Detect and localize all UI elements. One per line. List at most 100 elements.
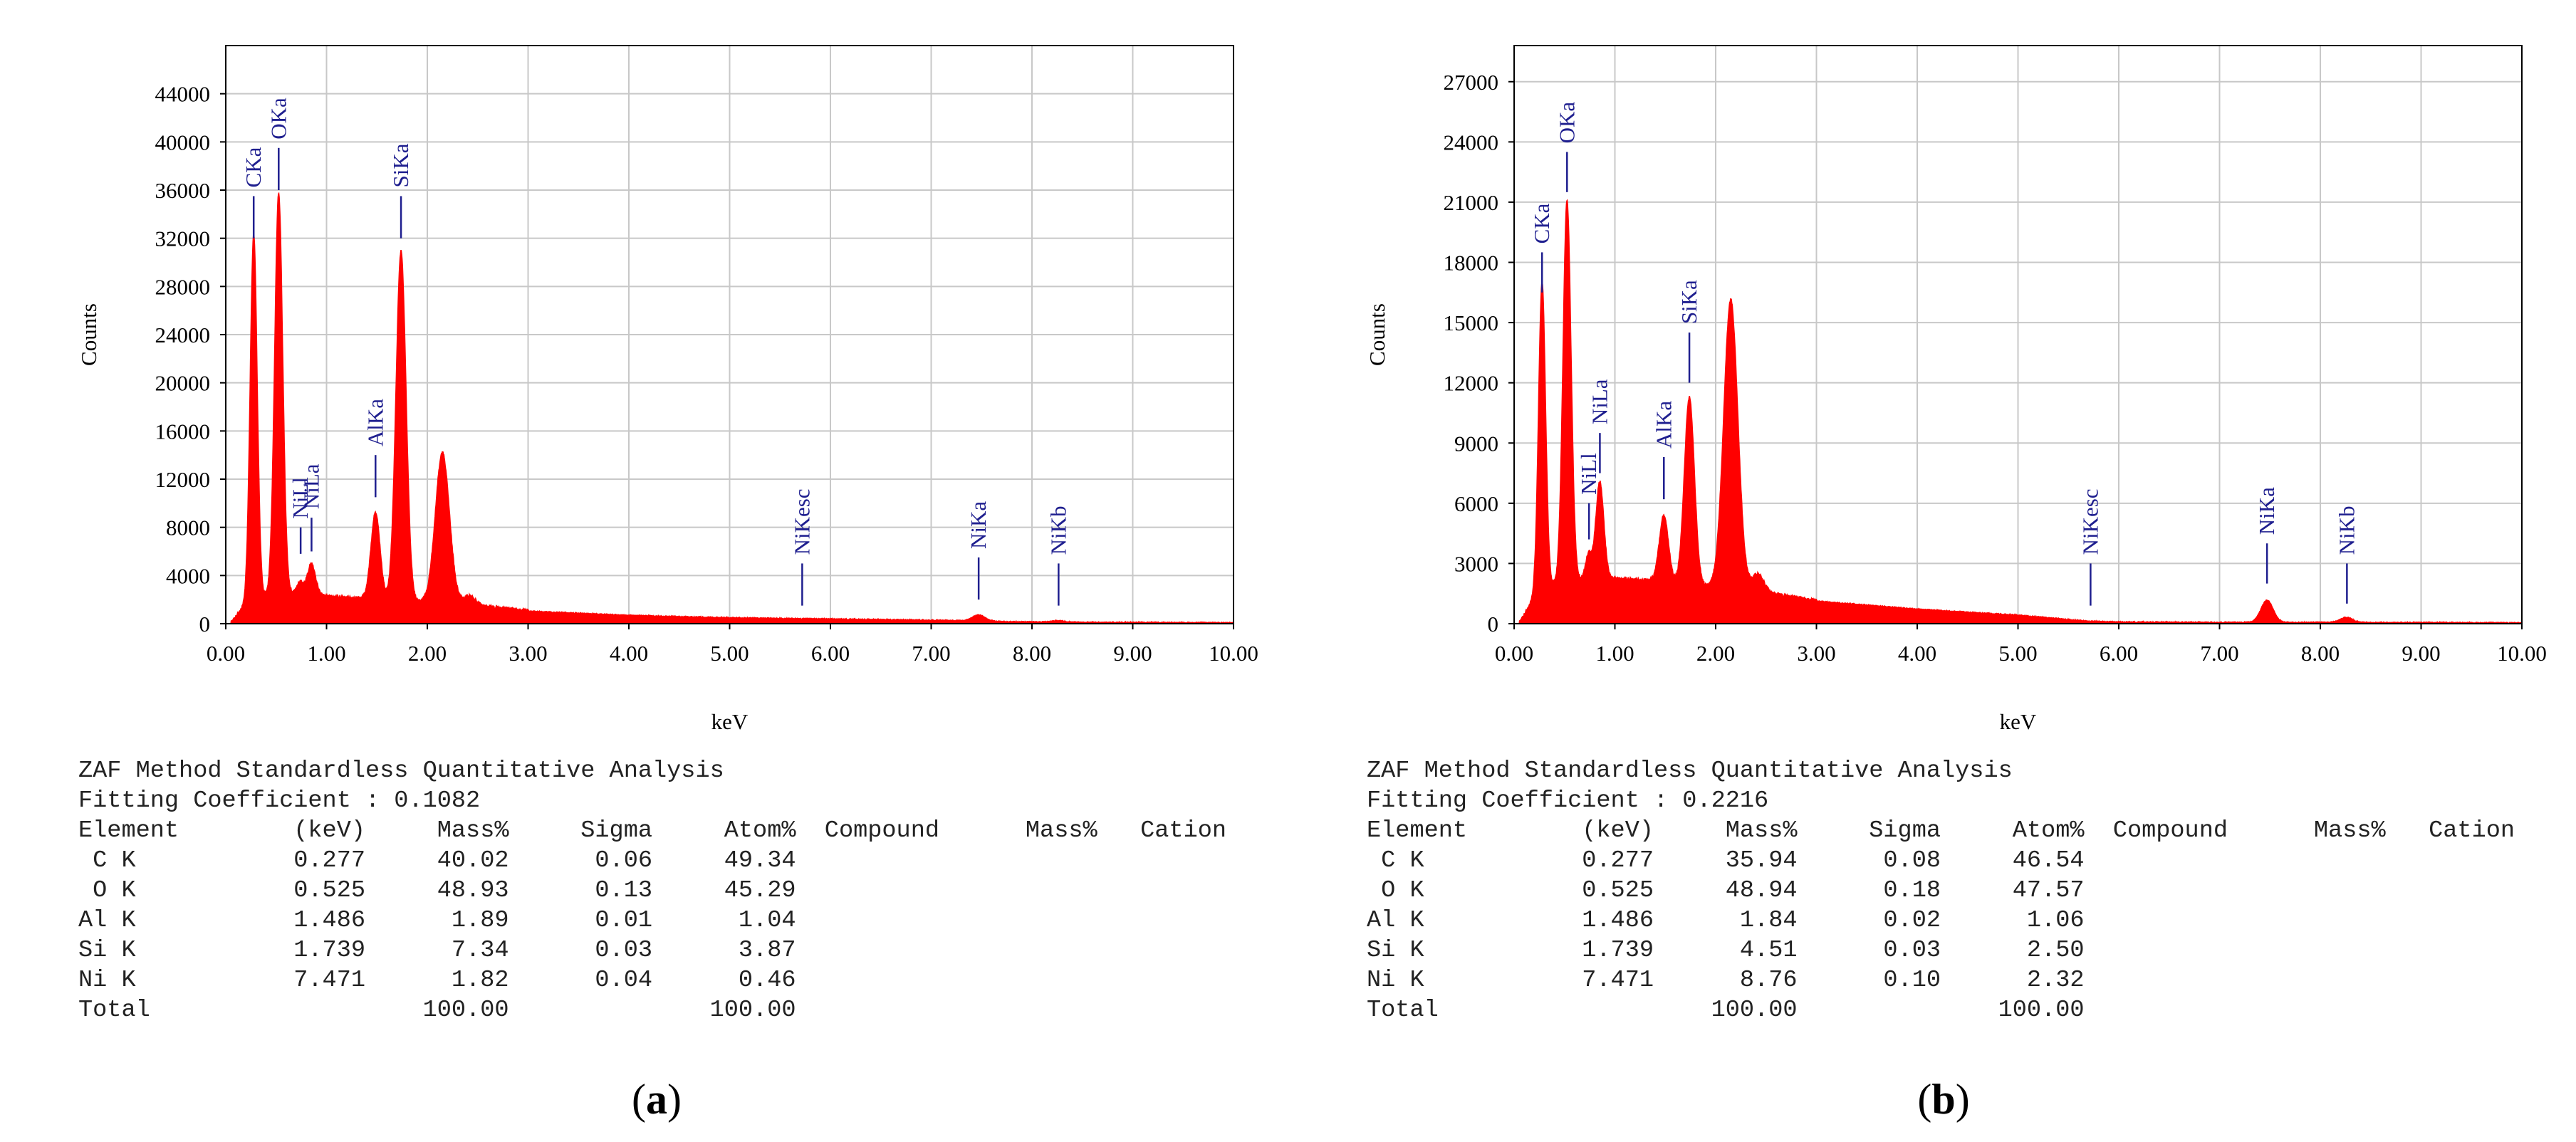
marker-label: CKa	[1529, 203, 1554, 243]
quantitative-report-a: ZAF Method Standardless Quantitative Ana…	[78, 756, 1226, 1025]
report-row: Ni K 7.471 1.82 0.04 0.46	[78, 967, 796, 994]
x-tick-label: 0.00	[1495, 641, 1533, 666]
report-row: Si K 1.739 7.34 0.03 3.87	[78, 937, 796, 964]
x-axis-title: keV	[711, 709, 749, 734]
y-tick-label: 20000	[155, 371, 211, 396]
report-row: C K 0.277 40.02 0.06 49.34	[78, 847, 796, 874]
x-tick-label: 7.00	[2200, 641, 2238, 666]
report-fitting-coefficient: Fitting Coefficient : 0.1082	[78, 787, 481, 814]
x-tick-label: 10.00	[2497, 641, 2547, 666]
x-tick-label: 10.00	[1209, 641, 1258, 666]
y-tick-label: 8000	[166, 515, 210, 540]
peak-marker-cka: CKa	[1529, 203, 1554, 293]
report-total-row: Total 100.00 100.00	[78, 997, 796, 1024]
report-header: Element (keV) Mass% Sigma Atom% Compound…	[1367, 817, 2515, 844]
caption-letter-a: a	[646, 1076, 667, 1123]
y-tick-label: 36000	[155, 178, 211, 203]
peak-marker-cka: CKa	[241, 147, 266, 239]
panel-caption-b: (b)	[1917, 1076, 1970, 1123]
y-tick-label: 40000	[155, 130, 211, 154]
x-tick-label: 2.00	[1696, 641, 1735, 666]
x-tick-label: 5.00	[710, 641, 749, 666]
x-tick-label: 1.00	[1595, 641, 1634, 666]
y-tick-label: 6000	[1454, 491, 1498, 516]
x-tick-label: 8.00	[2301, 641, 2340, 666]
peak-marker-nikb: NiKb	[2334, 506, 2359, 604]
peak-marker-oka: OKa	[1554, 102, 1579, 192]
peak-marker-nill: NiLl	[288, 477, 313, 554]
marker-label: OKa	[266, 98, 291, 140]
report-row: O K 0.525 48.94 0.18 47.57	[1367, 877, 2085, 904]
y-tick-label: 4000	[166, 563, 210, 588]
x-tick-label: 7.00	[912, 641, 950, 666]
marker-label: SiKa	[388, 143, 413, 187]
y-tick-label: 0	[1488, 612, 1499, 637]
peak-marker-nill: NiLl	[1576, 453, 1601, 540]
y-tick-label: 28000	[155, 274, 211, 299]
x-tick-label: 4.00	[1898, 641, 1936, 666]
x-tick-label: 5.00	[1998, 641, 2037, 666]
y-tick-label: 27000	[1444, 70, 1499, 95]
x-axis-title: keV	[2000, 709, 2037, 734]
peak-marker-nikesc: NiKesc	[789, 488, 814, 606]
report-row: C K 0.277 35.94 0.08 46.54	[1367, 847, 2085, 874]
marker-label: NiKa	[2254, 487, 2279, 535]
report-title: ZAF Method Standardless Quantitative Ana…	[78, 758, 724, 785]
marker-label: OKa	[1554, 102, 1579, 144]
x-tick-label: 3.00	[509, 641, 547, 666]
y-axis-title: Counts	[76, 303, 101, 366]
peak-marker-sika: SiKa	[1677, 280, 1701, 383]
marker-label: NiLl	[1576, 453, 1601, 495]
report-row: Al K 1.486 1.84 0.02 1.06	[1367, 907, 2085, 934]
peak-marker-nikb: NiKb	[1045, 506, 1070, 606]
grid-lines	[1514, 46, 2522, 624]
marker-label: AlKa	[1651, 401, 1676, 449]
y-tick-label: 44000	[155, 82, 211, 107]
peak-marker-sika: SiKa	[388, 143, 413, 239]
y-axis-title: Counts	[1365, 303, 1389, 366]
report-row: Ni K 7.471 8.76 0.10 2.32	[1367, 967, 2085, 994]
marker-label: NiLa	[298, 463, 323, 509]
x-tick-label: 1.00	[307, 641, 345, 666]
quantitative-report-b: ZAF Method Standardless Quantitative Ana…	[1367, 756, 2515, 1025]
peak-marker-nika: NiKa	[966, 501, 991, 600]
report-row: Al K 1.486 1.89 0.01 1.04	[78, 907, 796, 934]
peak-marker-nila: NiLa	[1587, 379, 1612, 473]
y-tick-label: 24000	[155, 323, 211, 347]
report-row: O K 0.525 48.93 0.13 45.29	[78, 877, 796, 904]
y-tick-label: 16000	[155, 419, 211, 444]
y-tick-label: 15000	[1444, 310, 1499, 335]
marker-label: SiKa	[1677, 280, 1701, 324]
x-tick-label: 4.00	[610, 641, 648, 666]
x-tick-label: 9.00	[2402, 641, 2440, 666]
report-header: Element (keV) Mass% Sigma Atom% Compound…	[78, 817, 1227, 844]
panel-a: 0.00 1.00 2.00 3.00 4.00 5.00 6.00 7.00 8.00 9.00…	[76, 45, 1258, 1123]
panel-b: 0.00 1.00 2.00 3.00 4.00 5.00 6.00 7.00 8.00 9.00…	[1288, 0, 2576, 1142]
marker-label: AlKa	[363, 399, 387, 446]
y-tick-label: 3000	[1454, 551, 1498, 576]
marker-label: NiKb	[1045, 506, 1070, 555]
y-tick-label: 9000	[1454, 431, 1498, 456]
y-tick-label: 32000	[155, 226, 211, 251]
marker-label: NiKesc	[2077, 488, 2102, 555]
peak-marker-oka: OKa	[266, 98, 291, 190]
report-row: Si K 1.739 4.51 0.03 2.50	[1367, 937, 2085, 964]
x-tick-label: 8.00	[1013, 641, 1051, 666]
x-tick-label: 9.00	[1113, 641, 1152, 666]
report-fitting-coefficient: Fitting Coefficient : 0.2216	[1367, 787, 1769, 814]
marker-label: NiLl	[288, 477, 313, 519]
eds-spectrum-chart-a: 0.00 1.00 2.00 3.00 4.00 5.00 6.00 7.00 8.00 9.00…	[76, 45, 1258, 734]
y-tick-label: 24000	[1444, 130, 1499, 154]
caption-letter-b: b	[1931, 1076, 1956, 1123]
spectrum-area	[1518, 199, 2523, 625]
x-tick-label: 6.00	[811, 641, 850, 666]
x-tick-label: 6.00	[2100, 641, 2138, 666]
marker-label: CKa	[241, 147, 266, 187]
peak-marker-alka: AlKa	[1651, 401, 1676, 500]
y-tick-label: 12000	[155, 467, 211, 492]
x-tick-label: 0.00	[207, 641, 245, 666]
x-tick-label: 2.00	[408, 641, 447, 666]
marker-label: NiKa	[966, 501, 991, 549]
report-total-row: Total 100.00 100.00	[1367, 997, 2085, 1024]
x-tick-label: 3.00	[1797, 641, 1835, 666]
